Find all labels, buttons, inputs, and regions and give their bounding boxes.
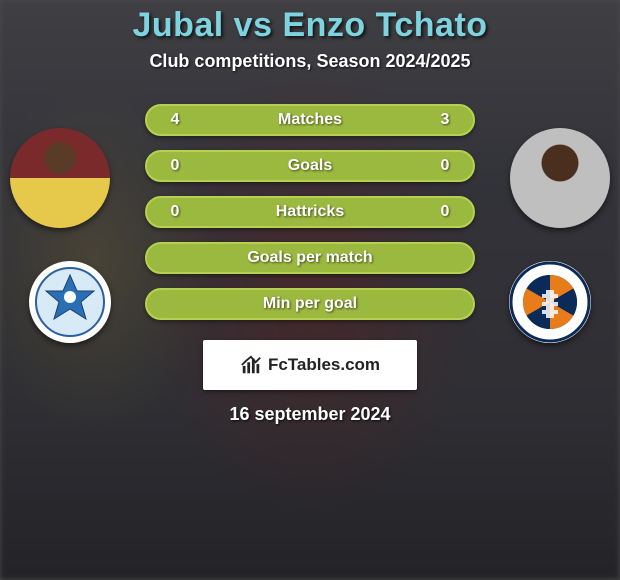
stat-row-matches: 4 Matches 3	[145, 104, 475, 136]
stat-label: Min per goal	[187, 295, 433, 313]
subtitle: Club competitions, Season 2024/2025	[0, 51, 620, 72]
stat-row-goals-per-match: Goals per match	[145, 242, 475, 274]
source-logo: FcTables.com	[203, 340, 417, 390]
player-right-avatar	[510, 128, 610, 228]
club-right-badge	[509, 261, 591, 343]
stat-label: Goals	[187, 157, 433, 175]
club-left-badge	[29, 261, 111, 343]
page-title: Jubal vs Enzo Tchato	[0, 6, 620, 45]
stat-label: Hattricks	[187, 203, 433, 221]
stat-label: Matches	[187, 111, 433, 129]
auxerre-crest-icon	[29, 261, 111, 343]
stat-left-value: 4	[163, 111, 187, 129]
stat-right-value: 3	[433, 111, 457, 129]
stat-row-goals: 0 Goals 0	[145, 150, 475, 182]
date-text: 16 september 2024	[0, 404, 620, 425]
stat-right-value: 0	[433, 157, 457, 175]
card-content: Jubal vs Enzo Tchato Club competitions, …	[0, 0, 620, 580]
source-logo-text: FcTables.com	[268, 355, 380, 375]
stat-right-value: 0	[433, 203, 457, 221]
stat-left-value: 0	[163, 157, 187, 175]
stat-row-hattricks: 0 Hattricks 0	[145, 196, 475, 228]
stat-label: Goals per match	[187, 249, 433, 267]
player-left-photo	[10, 128, 110, 228]
player-right-photo	[510, 128, 610, 228]
montpellier-crest-icon	[509, 261, 591, 343]
chart-icon	[240, 354, 262, 376]
stat-row-min-per-goal: Min per goal	[145, 288, 475, 320]
stat-left-value: 0	[163, 203, 187, 221]
player-left-avatar	[10, 128, 110, 228]
